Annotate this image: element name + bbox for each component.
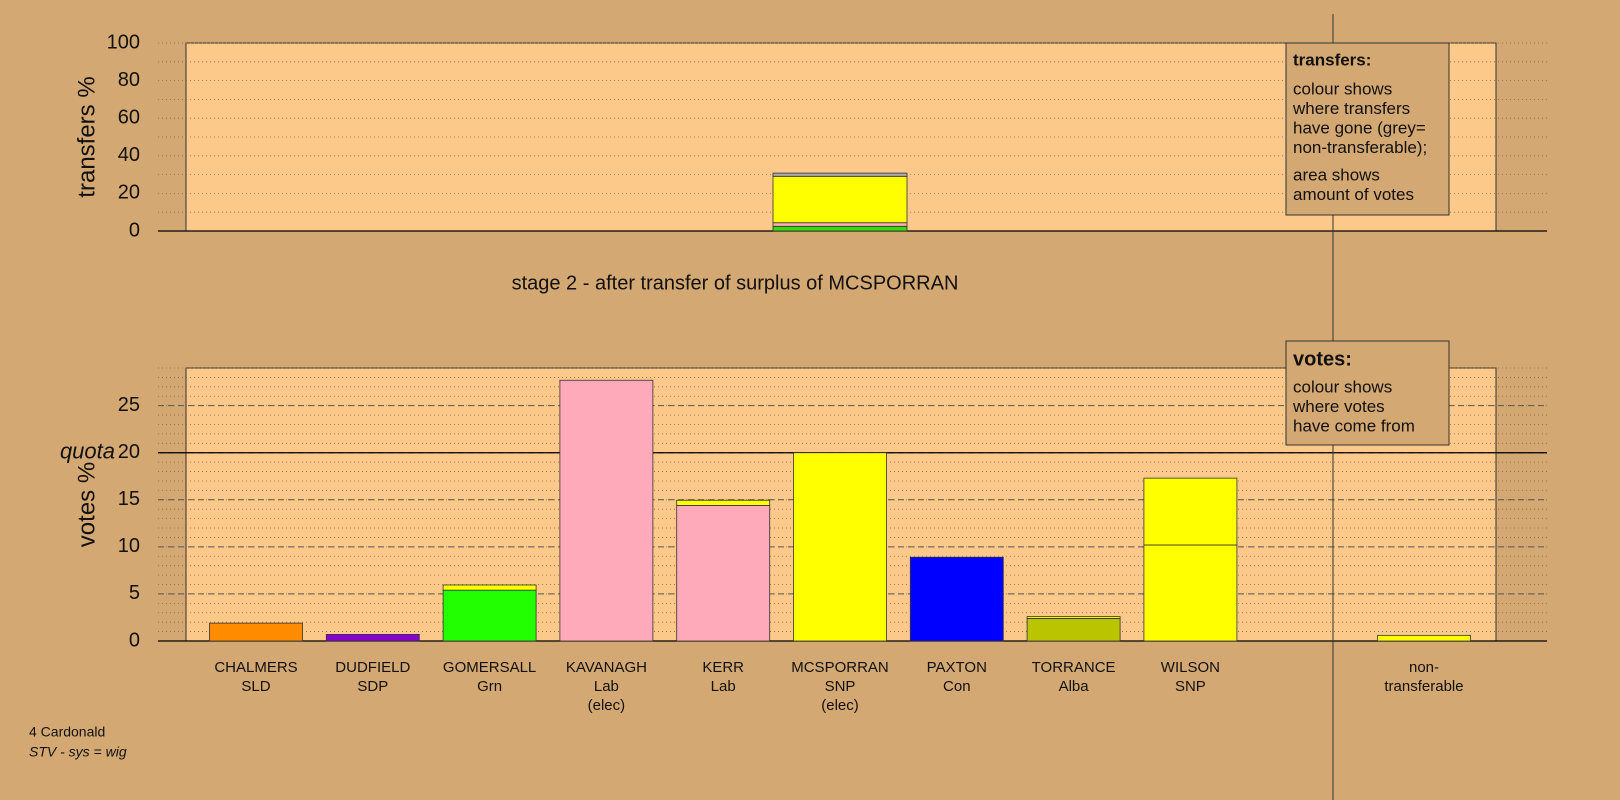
y-tick-label: 80 xyxy=(118,69,140,91)
x-tick-label: GOMERSALL xyxy=(443,659,536,676)
x-tick-label: Grn xyxy=(477,678,502,695)
y-axis-label: transfers % xyxy=(73,76,100,197)
x-tick-label: MCSPORRAN xyxy=(791,659,889,676)
legend-text: have come from xyxy=(1293,416,1415,435)
bar-segment xyxy=(772,172,908,177)
legend-text: colour shows xyxy=(1293,79,1392,98)
x-tick-label: CHALMERS xyxy=(214,659,297,676)
y-tick-label: 100 xyxy=(107,31,140,53)
legend-text: where transfers xyxy=(1292,99,1410,118)
y-tick-label: 40 xyxy=(118,144,140,166)
x-tick-label: WILSON xyxy=(1161,659,1220,676)
legend-box xyxy=(1285,42,1450,216)
x-tick-label: SNP xyxy=(1175,678,1206,695)
legend-text: amount of votes xyxy=(1293,185,1414,204)
y-tick-label: 5 xyxy=(129,582,140,604)
x-tick-label: KAVANAGH xyxy=(566,659,647,676)
x-tick-label: Con xyxy=(943,678,971,695)
x-tick-label: non- xyxy=(1409,659,1439,676)
legend-title: votes: xyxy=(1293,348,1352,370)
legend-text: colour shows xyxy=(1293,377,1392,396)
legend-title: transfers: xyxy=(1293,50,1371,69)
bar-segment xyxy=(793,452,887,642)
bar-segment xyxy=(676,499,771,506)
legend-text: have gone (grey= xyxy=(1293,118,1426,137)
bar-segment xyxy=(442,584,537,591)
y-axis-label: votes % xyxy=(73,462,100,547)
quota-label: quota xyxy=(60,439,115,464)
x-tick-label: SLD xyxy=(241,678,270,695)
bar-segment xyxy=(1026,618,1121,642)
bar-segment xyxy=(442,589,537,642)
bar-segment xyxy=(772,225,908,232)
bar-segment xyxy=(325,634,420,642)
bar-segment xyxy=(1143,477,1238,546)
footer-place: 4 Cardonald xyxy=(29,724,105,740)
y-tick-label: 0 xyxy=(129,629,140,651)
bar-segment xyxy=(559,379,654,642)
x-tick-label: Alba xyxy=(1059,678,1090,695)
x-tick-label: (elec) xyxy=(588,697,626,714)
bar-segment xyxy=(772,222,908,227)
legend-text: where votes xyxy=(1292,397,1385,416)
bar-segment xyxy=(772,175,908,224)
footer-system: STV - sys = wig xyxy=(29,744,127,760)
x-tick-label: Lab xyxy=(711,678,736,695)
x-tick-label: Lab xyxy=(594,678,619,695)
y-tick-label: 60 xyxy=(118,106,140,128)
stage-title: stage 2 - after transfer of surplus of M… xyxy=(512,272,959,294)
legend-text: area shows xyxy=(1293,165,1380,184)
y-tick-label: 10 xyxy=(118,535,140,557)
x-tick-label: transferable xyxy=(1384,678,1463,695)
x-tick-label: DUDFIELD xyxy=(335,659,410,676)
y-tick-label: 20 xyxy=(118,182,140,204)
y-tick-label: 20 xyxy=(118,441,140,463)
bar-segment xyxy=(676,505,771,642)
bar-segment xyxy=(1143,544,1238,642)
y-tick-label: 15 xyxy=(118,488,140,510)
x-tick-label: PAXTON xyxy=(927,659,987,676)
y-tick-label: 25 xyxy=(118,394,140,416)
legend-box xyxy=(1285,340,1450,446)
x-tick-label: KERR xyxy=(702,659,744,676)
x-tick-label: SNP xyxy=(825,678,856,695)
x-tick-label: TORRANCE xyxy=(1032,659,1116,676)
x-tick-label: (elec) xyxy=(821,697,859,714)
bar-segment xyxy=(909,556,1004,642)
bar-segment xyxy=(1377,634,1471,642)
x-tick-label: SDP xyxy=(357,678,388,695)
bar-segment xyxy=(209,622,303,642)
y-tick-label: 0 xyxy=(129,219,140,241)
bar-segment xyxy=(1026,616,1121,619)
legend-text: non-transferable); xyxy=(1293,138,1427,157)
